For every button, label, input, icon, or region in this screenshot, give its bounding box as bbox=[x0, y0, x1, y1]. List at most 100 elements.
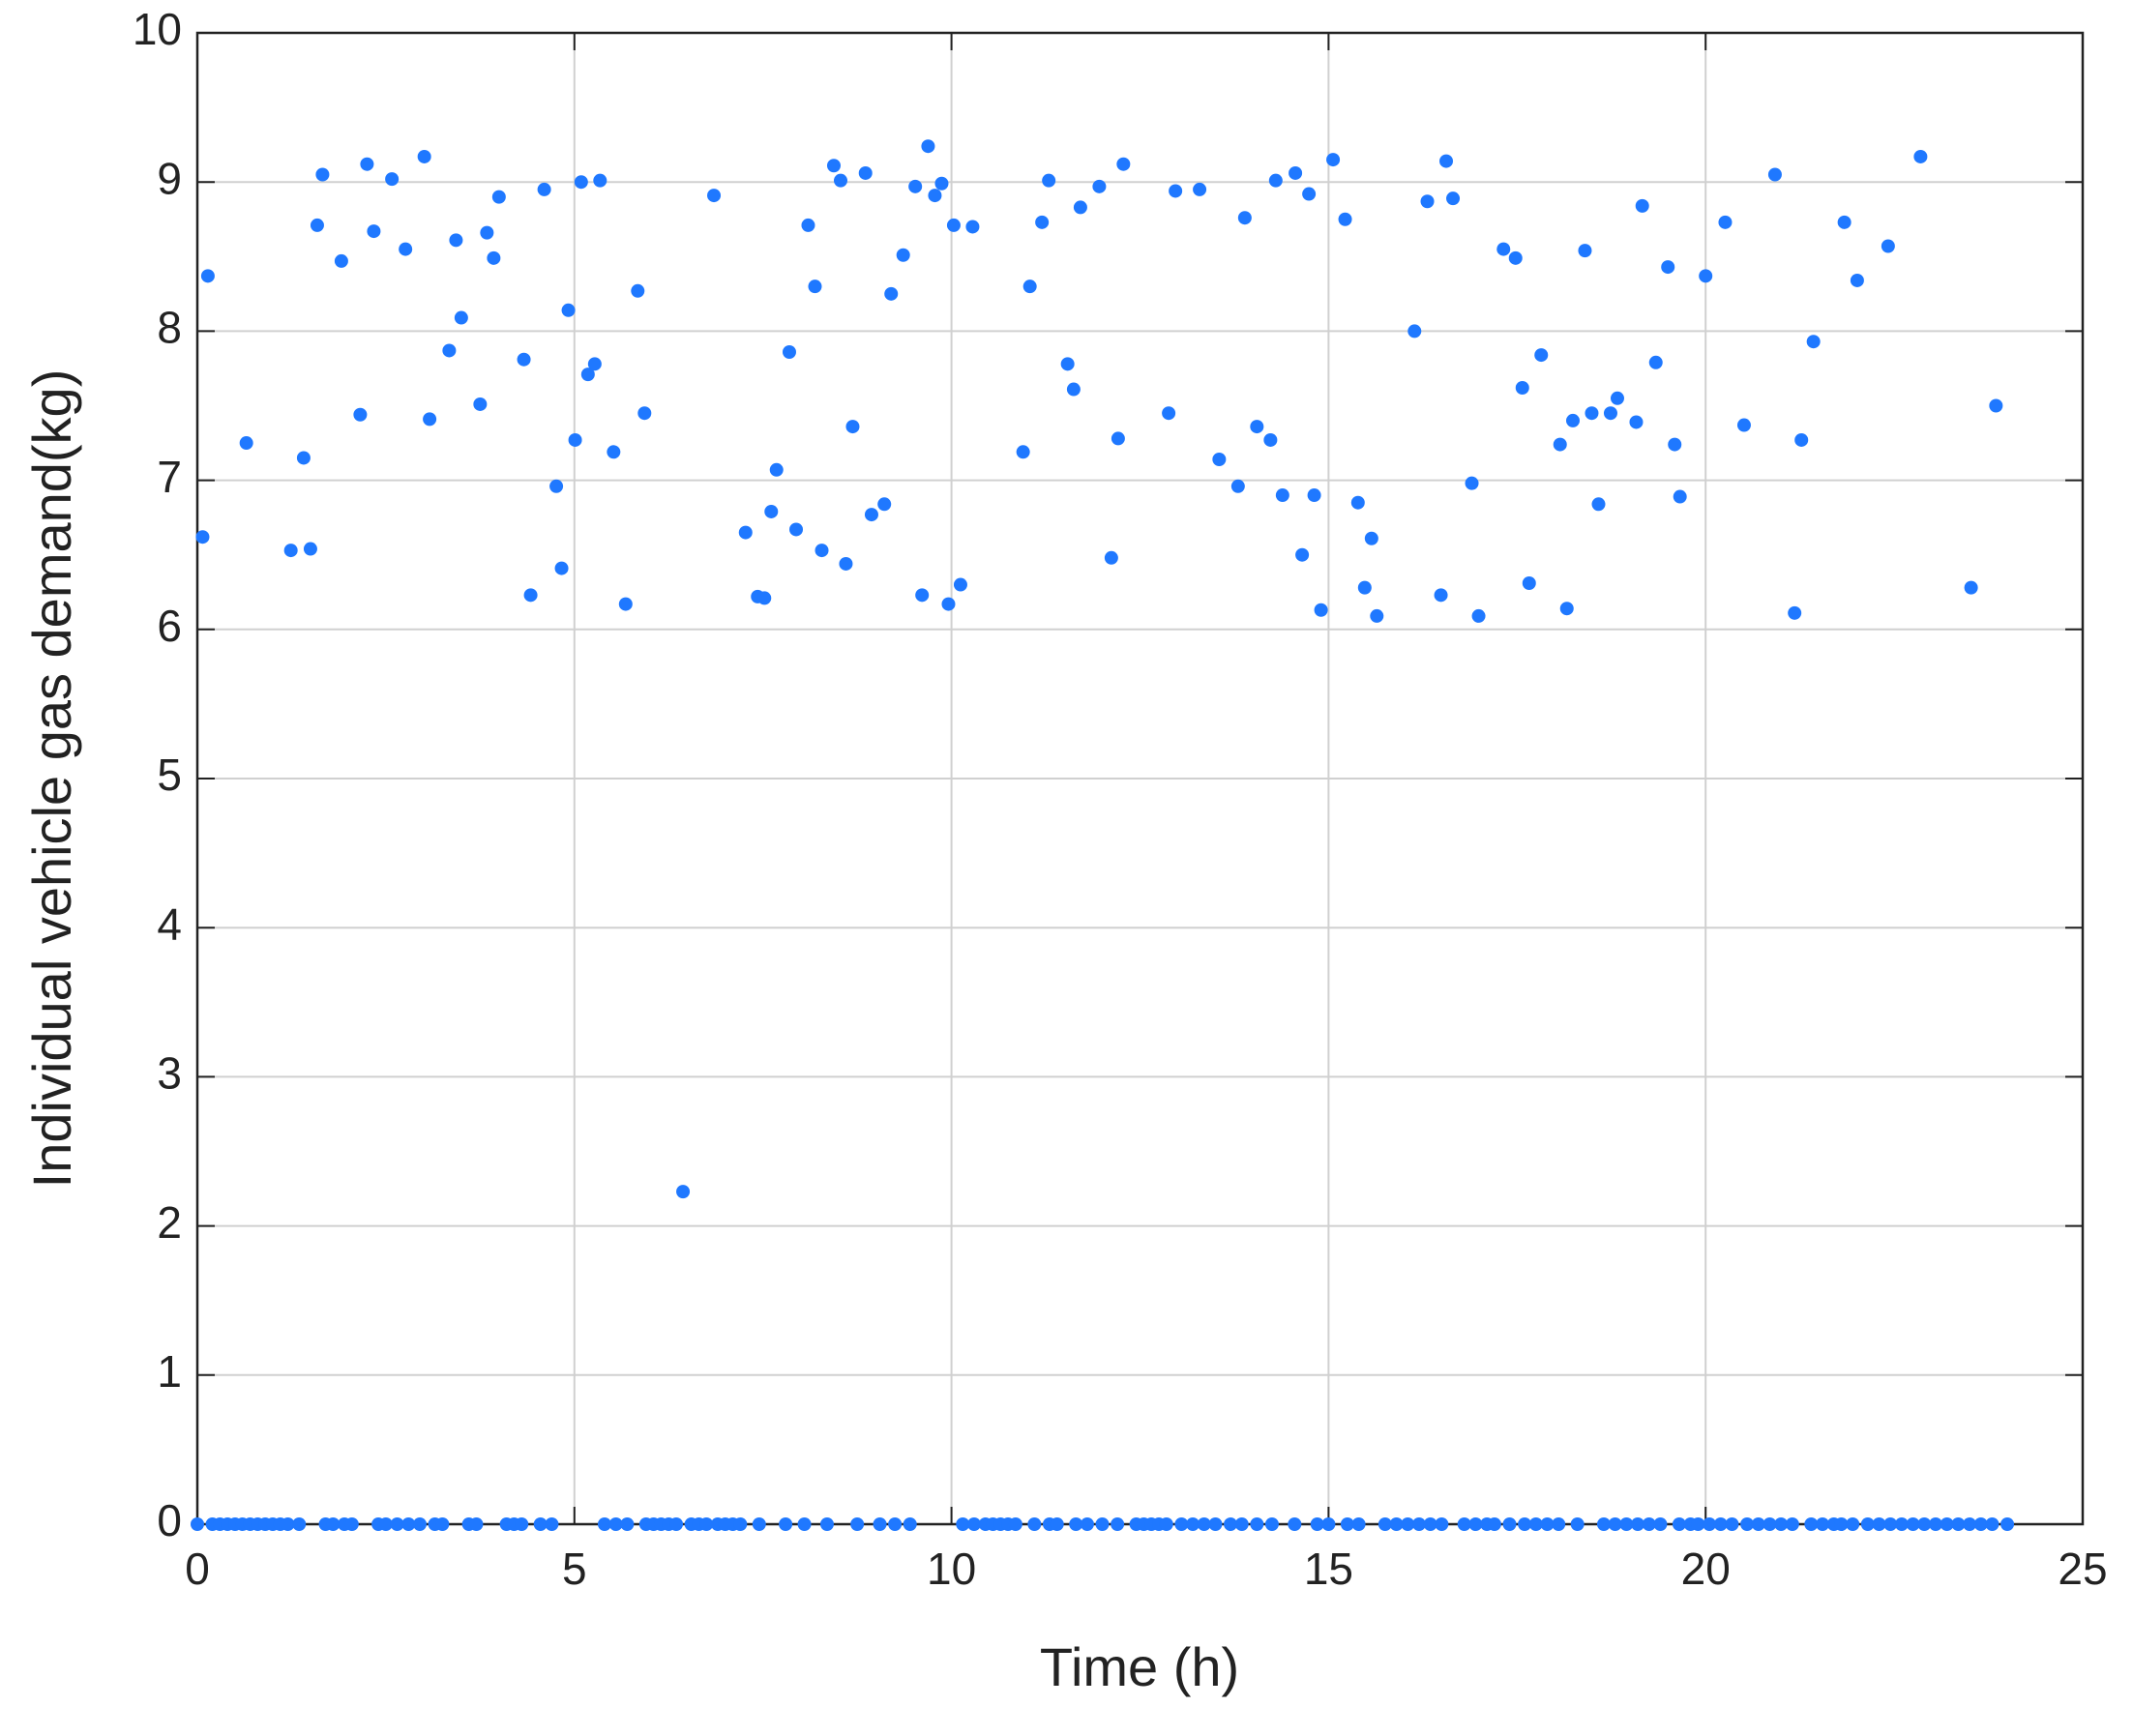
point bbox=[1963, 1517, 1977, 1531]
point bbox=[1264, 1517, 1279, 1531]
point bbox=[1985, 1517, 2000, 1531]
point bbox=[1338, 212, 1352, 226]
point bbox=[1321, 1517, 1336, 1531]
point bbox=[953, 577, 967, 592]
point bbox=[480, 225, 494, 240]
point bbox=[908, 179, 923, 193]
point bbox=[1672, 1517, 1686, 1531]
point bbox=[1648, 355, 1663, 369]
point bbox=[850, 1517, 865, 1531]
point bbox=[1785, 1517, 1799, 1531]
point bbox=[1989, 398, 2003, 413]
point bbox=[561, 303, 576, 317]
y-axis-label: Individual vehicle gas demand(kg) bbox=[21, 369, 82, 1189]
point bbox=[1540, 1517, 1555, 1531]
point bbox=[1027, 1517, 1042, 1531]
point bbox=[1420, 194, 1435, 209]
point bbox=[1289, 165, 1303, 180]
point bbox=[1534, 348, 1549, 363]
point bbox=[195, 530, 210, 544]
point bbox=[1496, 242, 1511, 256]
point bbox=[1186, 1517, 1200, 1531]
point bbox=[523, 588, 538, 603]
point bbox=[1767, 167, 1782, 182]
point bbox=[864, 508, 878, 522]
point bbox=[801, 218, 815, 232]
point bbox=[587, 357, 602, 371]
point bbox=[1528, 1517, 1543, 1531]
point bbox=[1603, 406, 1617, 421]
point bbox=[1502, 1517, 1517, 1531]
point bbox=[1401, 1517, 1415, 1531]
point bbox=[1022, 280, 1037, 294]
point bbox=[1092, 179, 1107, 193]
point bbox=[574, 175, 588, 190]
point bbox=[315, 167, 330, 182]
point bbox=[1834, 1517, 1849, 1531]
x-tick-label: 25 bbox=[2058, 1544, 2107, 1594]
point bbox=[303, 542, 317, 556]
point bbox=[1295, 547, 1310, 562]
point bbox=[1326, 153, 1341, 167]
x-axis-label: Time (h) bbox=[1040, 1636, 1239, 1697]
point bbox=[1881, 239, 1895, 253]
point bbox=[1234, 1517, 1249, 1531]
point bbox=[826, 159, 841, 173]
point bbox=[1518, 1517, 1532, 1531]
point bbox=[873, 1517, 887, 1531]
point bbox=[1906, 1517, 1920, 1531]
y-tick-label: 1 bbox=[157, 1346, 182, 1397]
point bbox=[1050, 1517, 1064, 1531]
point bbox=[815, 544, 829, 558]
point bbox=[707, 189, 722, 203]
point bbox=[1804, 1517, 1819, 1531]
point bbox=[1565, 413, 1580, 427]
point bbox=[903, 1517, 917, 1531]
point bbox=[1661, 260, 1675, 275]
point bbox=[1060, 357, 1075, 371]
point bbox=[283, 544, 298, 558]
point bbox=[1340, 1517, 1354, 1531]
point bbox=[423, 412, 437, 427]
point bbox=[1457, 1517, 1471, 1531]
point bbox=[1774, 1517, 1789, 1531]
point bbox=[1111, 1517, 1125, 1531]
point bbox=[1703, 1517, 1717, 1531]
point bbox=[618, 597, 633, 611]
point bbox=[764, 504, 779, 518]
point bbox=[491, 190, 506, 204]
point bbox=[1515, 380, 1529, 395]
point bbox=[1104, 550, 1118, 565]
point bbox=[517, 352, 531, 367]
point bbox=[1370, 608, 1384, 623]
point bbox=[1423, 1517, 1437, 1531]
point bbox=[845, 420, 860, 434]
point bbox=[191, 1517, 204, 1531]
point bbox=[1268, 173, 1283, 188]
point bbox=[1263, 432, 1278, 447]
point bbox=[1578, 244, 1592, 258]
y-tick-label: 7 bbox=[157, 452, 182, 502]
point bbox=[1553, 437, 1567, 452]
point bbox=[1193, 182, 1207, 196]
point bbox=[738, 525, 753, 540]
point bbox=[1035, 215, 1050, 229]
point bbox=[1508, 250, 1523, 265]
point bbox=[412, 1517, 427, 1531]
point bbox=[789, 522, 804, 537]
point bbox=[1570, 1517, 1585, 1531]
point bbox=[1230, 479, 1245, 493]
point bbox=[1162, 406, 1176, 421]
y-tick-label: 2 bbox=[157, 1197, 182, 1248]
point bbox=[473, 397, 488, 411]
point bbox=[946, 218, 961, 232]
y-tick-label: 5 bbox=[157, 750, 182, 800]
point bbox=[1872, 1517, 1886, 1531]
point bbox=[941, 597, 956, 611]
point bbox=[1917, 1517, 1932, 1531]
x-tick-label: 10 bbox=[927, 1544, 976, 1594]
point bbox=[779, 1517, 793, 1531]
point bbox=[537, 182, 551, 196]
point bbox=[797, 1517, 812, 1531]
point bbox=[1159, 1517, 1173, 1531]
